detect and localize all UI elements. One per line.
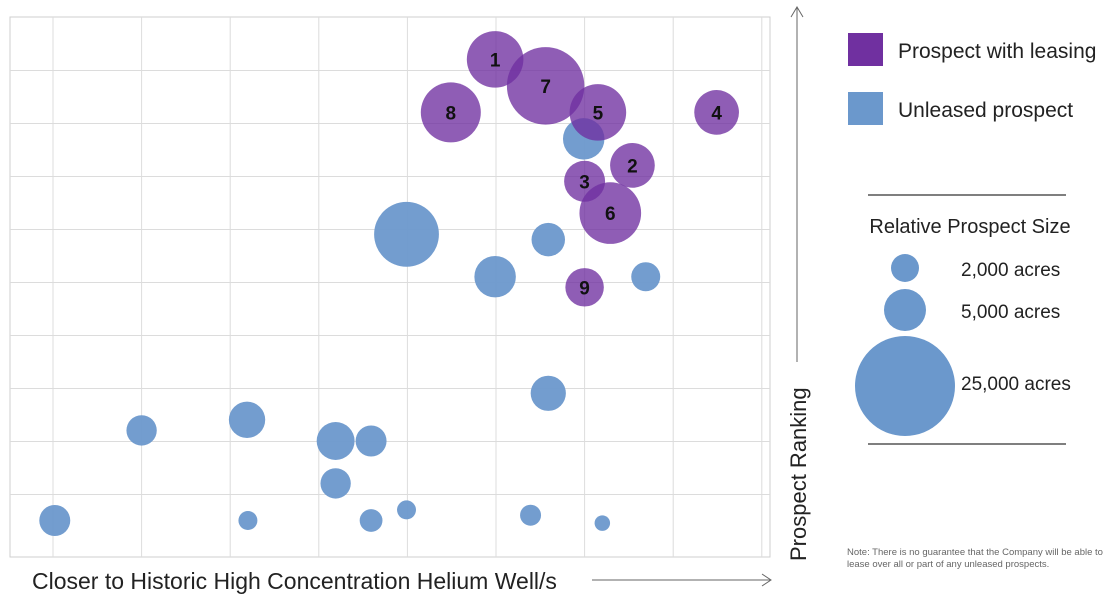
unleased-bubble-15 bbox=[397, 500, 417, 520]
prospect-label-1: 1 bbox=[490, 50, 501, 71]
unleased-bubble-16 bbox=[520, 504, 542, 526]
x-axis-label: Closer to Historic High Concentration He… bbox=[32, 568, 557, 594]
unleased-prospect-bubbles bbox=[39, 118, 661, 536]
unleased-bubble-2 bbox=[374, 201, 439, 267]
x-axis-arrow bbox=[592, 573, 772, 587]
footnote: Note: There is no guarantee that the Com… bbox=[847, 547, 1103, 571]
unleased-bubble-10 bbox=[355, 425, 387, 457]
unleased-bubble-12 bbox=[39, 505, 71, 536]
unleased-bubble-13 bbox=[238, 511, 258, 530]
unleased-bubble-4 bbox=[474, 255, 516, 298]
unleased-bubble-9 bbox=[316, 422, 355, 460]
color-legend: Prospect with leasing Unleased prospect bbox=[848, 33, 1096, 125]
unleased-bubble-17 bbox=[594, 515, 611, 531]
prospect-bubble-6 bbox=[579, 182, 642, 244]
size-legend-label-25000: 25,000 acres bbox=[961, 374, 1071, 395]
legend-label-leasing: Prospect with leasing bbox=[898, 40, 1096, 63]
unleased-bubble-14 bbox=[359, 509, 383, 532]
prospect-label-7: 7 bbox=[540, 77, 551, 98]
unleased-bubble-7 bbox=[126, 415, 157, 446]
leased-prospect-bubbles: 1 7 8 5 4 2 36 9 bbox=[420, 31, 739, 307]
legend-swatch-leasing bbox=[848, 33, 883, 66]
unleased-bubble-3 bbox=[531, 222, 566, 257]
y-axis-arrow bbox=[790, 6, 804, 362]
prospect-label-8: 8 bbox=[446, 103, 457, 124]
plot-area bbox=[9, 16, 771, 558]
prospect-bubble-5 bbox=[569, 84, 627, 141]
unleased-bubble-5 bbox=[631, 262, 661, 292]
y-axis-label: Prospect Ranking bbox=[786, 387, 811, 561]
prospect-label-9: 9 bbox=[579, 278, 590, 299]
size-legend-bubble-2000 bbox=[891, 254, 919, 282]
prospect-bubble-7 bbox=[506, 47, 585, 125]
size-legend-label-2000: 2,000 acres bbox=[961, 260, 1060, 281]
size-legend-label-5000: 5,000 acres bbox=[961, 302, 1060, 323]
footnote-container: Note: There is no guarantee that the Com… bbox=[847, 547, 1103, 571]
prospect-label-5: 5 bbox=[593, 103, 604, 124]
legend-swatch-unleased bbox=[848, 92, 883, 125]
size-legend-bubble-25000 bbox=[855, 336, 955, 436]
prospect-bubble-2 bbox=[610, 143, 655, 188]
prospect-bubble-4 bbox=[694, 90, 739, 135]
prospect-label-2: 2 bbox=[627, 156, 638, 177]
size-legend-title: Relative Prospect Size bbox=[869, 216, 1070, 238]
unleased-bubble-6 bbox=[530, 375, 566, 411]
prospect-label-3: 3 bbox=[579, 172, 590, 193]
unleased-bubble-11 bbox=[320, 468, 351, 499]
prospect-bubble-8 bbox=[420, 82, 481, 143]
prospect-bubble-9 bbox=[565, 268, 604, 307]
legend-label-unleased: Unleased prospect bbox=[898, 99, 1073, 122]
unleased-bubble-8 bbox=[228, 401, 266, 438]
prospect-label-4: 4 bbox=[711, 103, 722, 124]
prospect-label-6: 6 bbox=[605, 204, 616, 225]
size-legend: Relative Prospect Size 2,000 acres 5,000… bbox=[855, 194, 1071, 445]
size-legend-bubble-5000 bbox=[884, 289, 926, 331]
